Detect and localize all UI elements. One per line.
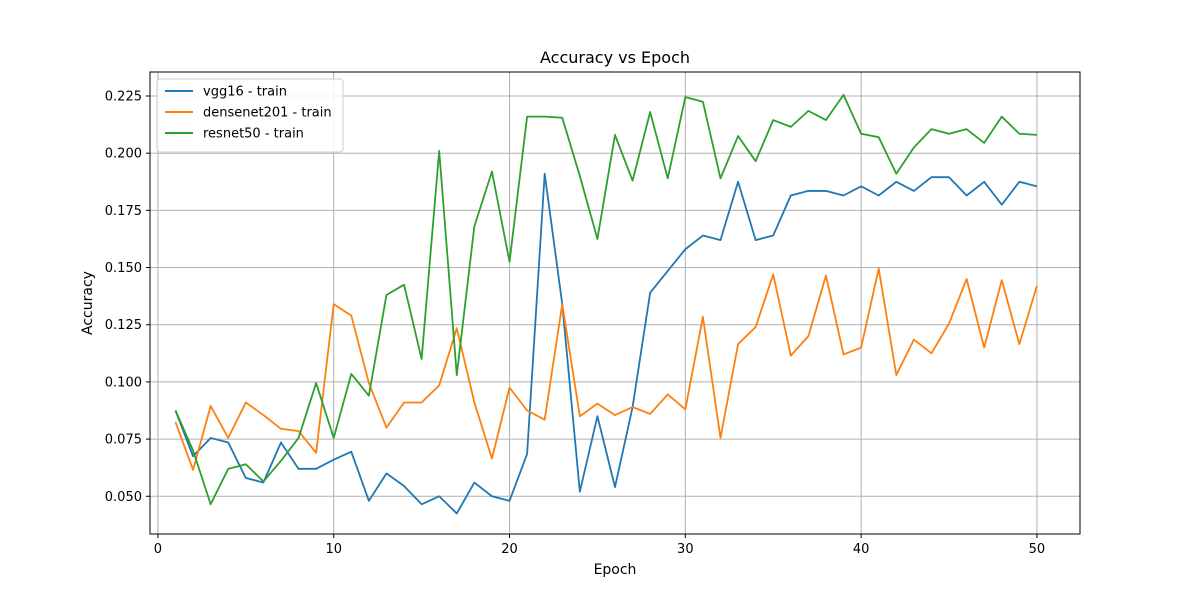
legend-box <box>156 78 344 153</box>
y-tick-label: 0.100 <box>105 375 142 390</box>
x-tick-label: 30 <box>677 542 694 557</box>
legend: vgg16 - train densenet201 - train resnet50… <box>156 78 344 153</box>
y-tick-label: 0.050 <box>105 490 142 505</box>
y-tick-label: 0.075 <box>105 433 142 448</box>
x-axis-label: Epoch <box>594 562 637 578</box>
y-tick-label: 0.125 <box>105 318 142 333</box>
x-tick-label: 40 <box>853 542 870 557</box>
y-tick-label: 0.150 <box>105 261 142 276</box>
x-tick-label: 20 <box>501 542 518 557</box>
plot-frame <box>149 71 1081 535</box>
series-line-vgg16 <box>174 172 1038 515</box>
axis-ticks: 0 10 20 30 40 50 0.050 0.075 0.100 0.125 0.150 0.17… <box>105 90 1045 557</box>
y-tick-label: 0.225 <box>105 90 142 105</box>
y-tick-label: 0.175 <box>105 204 142 219</box>
chart-title: Accuracy vs Epoch <box>540 48 690 67</box>
series-lines <box>174 93 1038 515</box>
series-line-resnet50 <box>174 93 1037 506</box>
x-tick-label: 10 <box>325 542 342 557</box>
x-tick-label: 0 <box>154 542 162 557</box>
y-tick-label: 0.200 <box>105 147 142 162</box>
legend-label: vgg16 - train <box>203 85 287 100</box>
y-axis-label: Accuracy <box>80 271 96 335</box>
legend-label: densenet201 - train <box>203 106 332 121</box>
series-line-densenet201 <box>174 267 1038 471</box>
legend-label: resnet50 - train <box>203 127 304 142</box>
x-tick-label: 50 <box>1029 542 1046 557</box>
